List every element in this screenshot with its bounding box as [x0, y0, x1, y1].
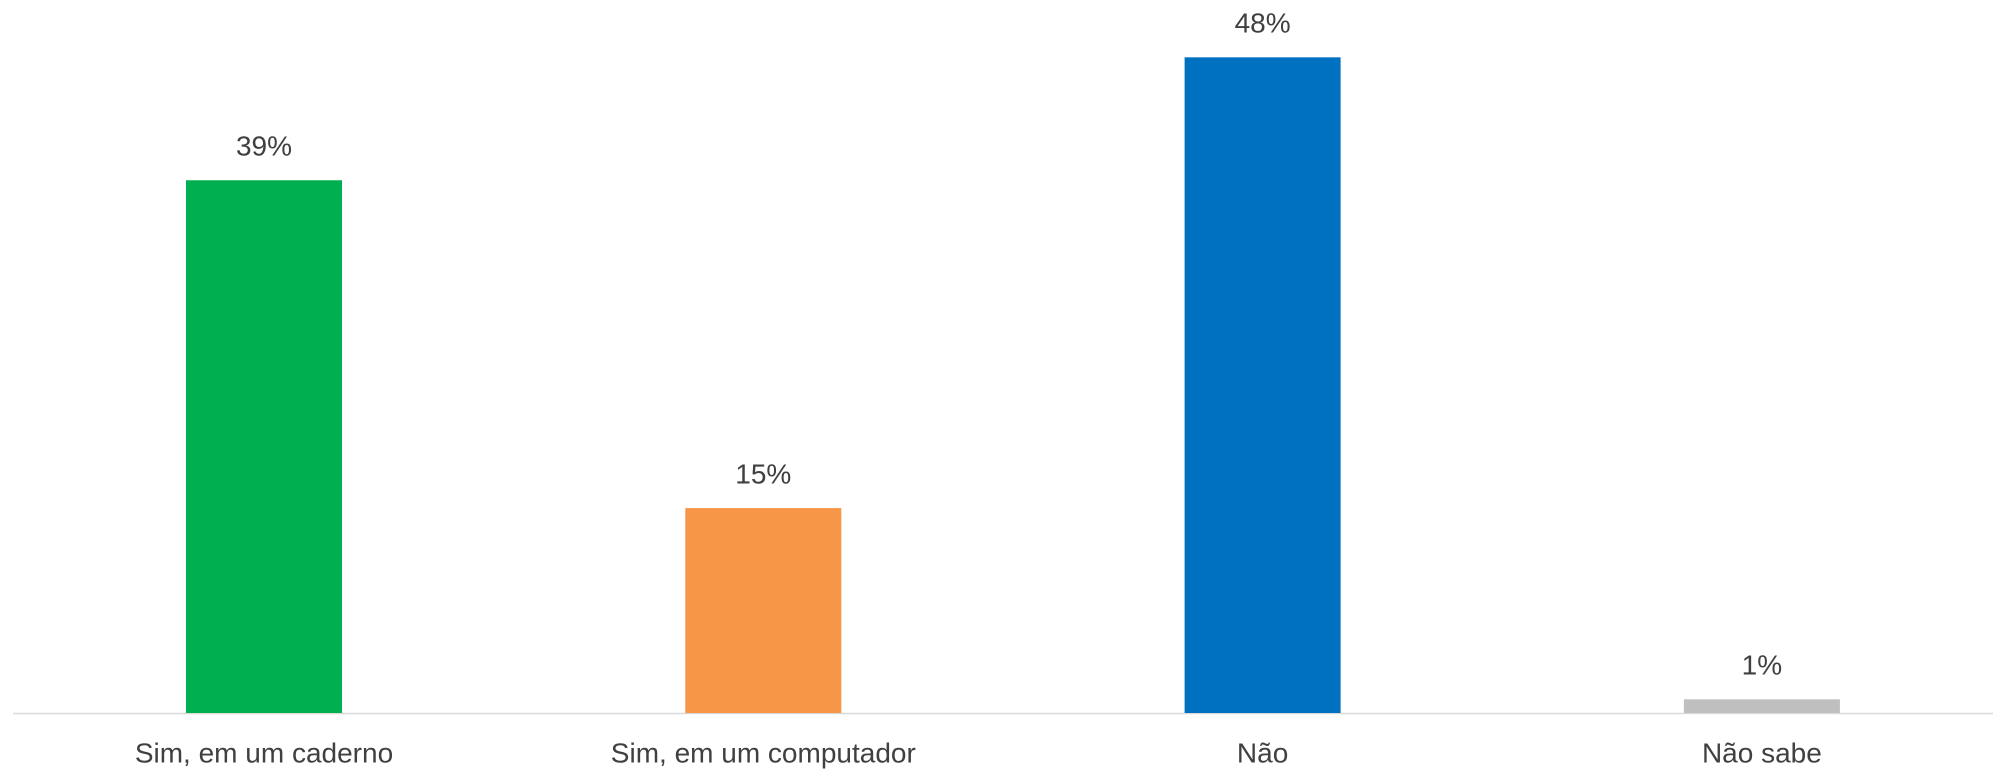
bar: [186, 180, 342, 713]
value-label: 39%: [236, 131, 292, 162]
value-label: 48%: [1235, 8, 1291, 39]
value-label: 15%: [735, 458, 791, 489]
x-tick-label: Sim, em um caderno: [135, 737, 393, 768]
bar: [1683, 699, 1840, 713]
x-tick-label: Sim, em um computador: [611, 737, 916, 768]
x-tick-label: Não: [1237, 737, 1288, 768]
bar: [1184, 57, 1341, 713]
value-label: 1%: [1742, 650, 1782, 681]
x-tick-label: Não sabe: [1702, 737, 1822, 768]
bar: [685, 508, 842, 713]
